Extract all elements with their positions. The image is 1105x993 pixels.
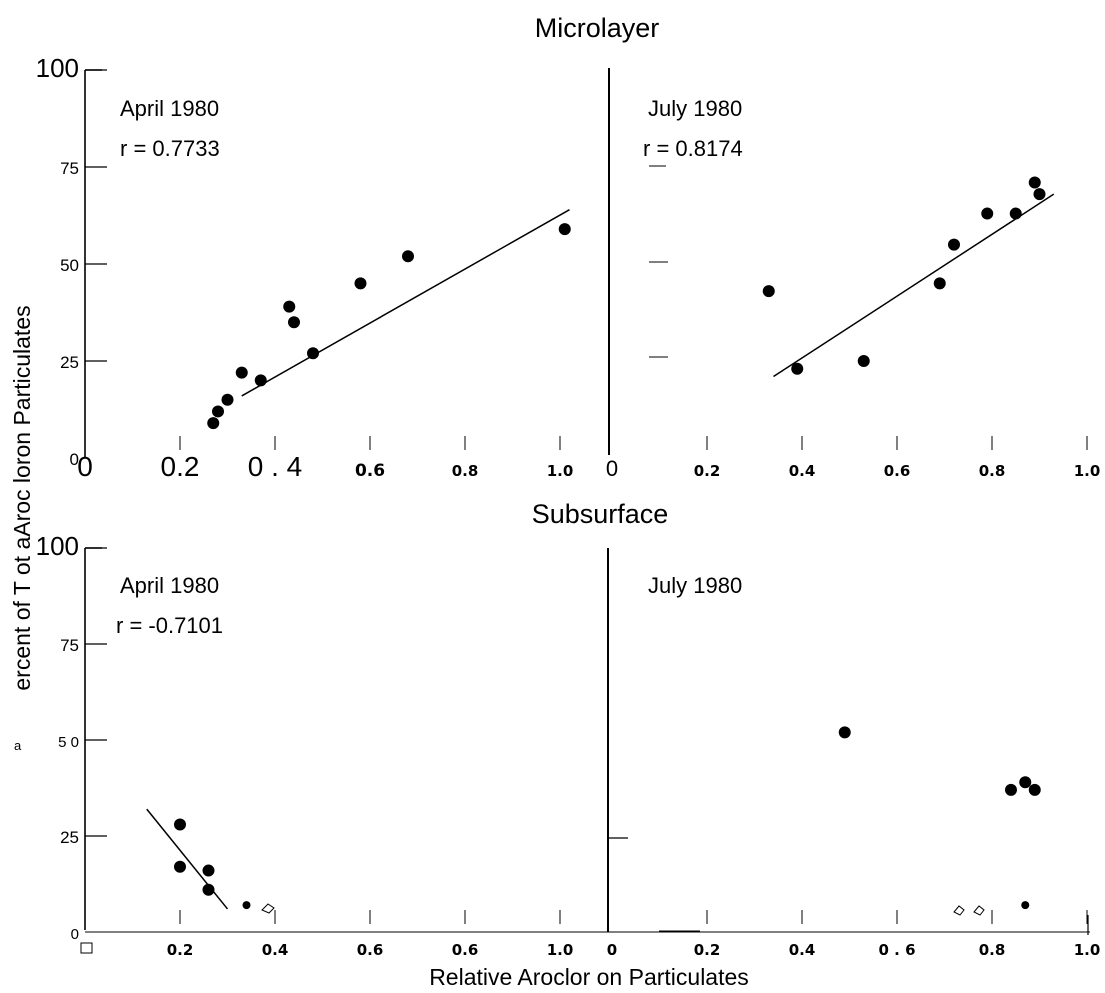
x-tick-label: 1.0 <box>547 462 574 480</box>
x-tick-label: 0.6 <box>355 461 385 481</box>
data-point <box>838 726 851 739</box>
y-tick-label: 5 0 <box>58 734 79 751</box>
data-point <box>174 818 186 831</box>
y-tick-label: 25 <box>60 828 79 847</box>
data-point <box>254 374 267 387</box>
data-point <box>1005 783 1017 796</box>
x-tick-label: 0.6 <box>884 462 911 480</box>
data-point <box>235 366 248 379</box>
data-point <box>402 250 414 263</box>
y-tick-label: 100 <box>36 53 79 83</box>
x-tick-label: 0.2 <box>167 941 194 959</box>
data-points <box>174 176 1046 910</box>
x-tick-label: 0.2 <box>161 451 200 482</box>
y-tick-label: 0 <box>70 450 79 469</box>
data-point <box>1028 176 1041 189</box>
y-tick-label: 75 <box>60 159 79 178</box>
data-point <box>1021 901 1030 910</box>
data-point <box>558 223 571 236</box>
x-tick-label: 0 . 6 <box>878 941 915 959</box>
y-tick-label: 75 <box>60 636 79 655</box>
data-point <box>948 238 960 251</box>
data-point <box>242 901 251 910</box>
y-tick-label: 50 <box>60 256 79 275</box>
data-point <box>1028 783 1041 796</box>
data-point <box>202 883 215 896</box>
x-tick-label: 0 <box>607 941 617 959</box>
panel-stat-microlayer-july: r = 0.8174 <box>643 136 743 161</box>
x-tick-label: 0.4 <box>789 462 816 480</box>
data-point <box>174 860 186 873</box>
x-tick-label: 0.2 <box>694 941 721 959</box>
data-point <box>221 393 234 406</box>
x-tick-label: 1.0 <box>1074 941 1101 959</box>
x-tick-label: 0 <box>606 456 618 481</box>
data-point <box>857 355 870 367</box>
data-point <box>762 285 775 298</box>
regression-lines <box>146 193 1055 910</box>
title-subsurface: Subsurface <box>532 499 669 529</box>
data-point <box>933 277 946 290</box>
y-tick-label: 25 <box>60 353 79 372</box>
y-tick-label: 0 <box>71 926 79 943</box>
x-tick-label: 0.8 <box>979 941 1006 959</box>
x-tick-label: 0.8 <box>979 462 1006 480</box>
data-point <box>981 207 994 220</box>
scan-artifacts <box>80 165 985 954</box>
data-point <box>207 417 220 430</box>
panel-label-microlayer-april: April 1980 <box>120 96 219 121</box>
x-tick-label: 0.6 <box>452 941 479 959</box>
data-point <box>354 277 367 290</box>
data-point <box>288 316 300 329</box>
data-point <box>1033 188 1046 201</box>
y-axis-label: ercent of T ot aAroc loron Particulates <box>9 305 35 690</box>
data-point <box>283 300 296 313</box>
y-tick-label: 100 <box>36 531 79 561</box>
data-point <box>212 405 224 418</box>
panel-stat-microlayer-april: r = 0.7733 <box>120 136 220 161</box>
y-axis-label-prefix: a <box>14 738 22 753</box>
tick-marks <box>85 69 1088 924</box>
regression-line <box>241 209 570 397</box>
panel-label-subsurface-april: April 1980 <box>120 573 219 598</box>
panel-label-microlayer-july: July 1980 <box>648 96 742 121</box>
x-tick-label: 0.4 <box>262 941 289 959</box>
panel-stat-subsurface-april: r = -0.7101 <box>116 613 223 638</box>
regression-line <box>146 808 229 910</box>
x-axis-label: Relative Aroclor on Particulates <box>429 964 749 990</box>
x-tick-label: 0 . 4 <box>248 451 302 482</box>
data-point <box>1009 207 1022 220</box>
x-tick-label: 0.4 <box>789 941 816 959</box>
regression-line <box>773 193 1055 378</box>
x-tick-label: 0 <box>77 451 93 482</box>
data-point <box>1019 776 1032 789</box>
x-tick-label: 0.2 <box>694 462 721 480</box>
x-tick-label: 1.0 <box>547 941 574 959</box>
x-tick-label: 1.0 <box>1074 462 1101 480</box>
title-microlayer: Microlayer <box>535 13 660 43</box>
panel-label-subsurface-july: July 1980 <box>648 573 742 598</box>
x-tick-label: 0.8 <box>452 462 479 480</box>
data-point <box>307 347 319 360</box>
data-point <box>202 864 215 877</box>
data-point <box>791 362 804 375</box>
x-tick-label: 0.6 <box>357 941 384 959</box>
